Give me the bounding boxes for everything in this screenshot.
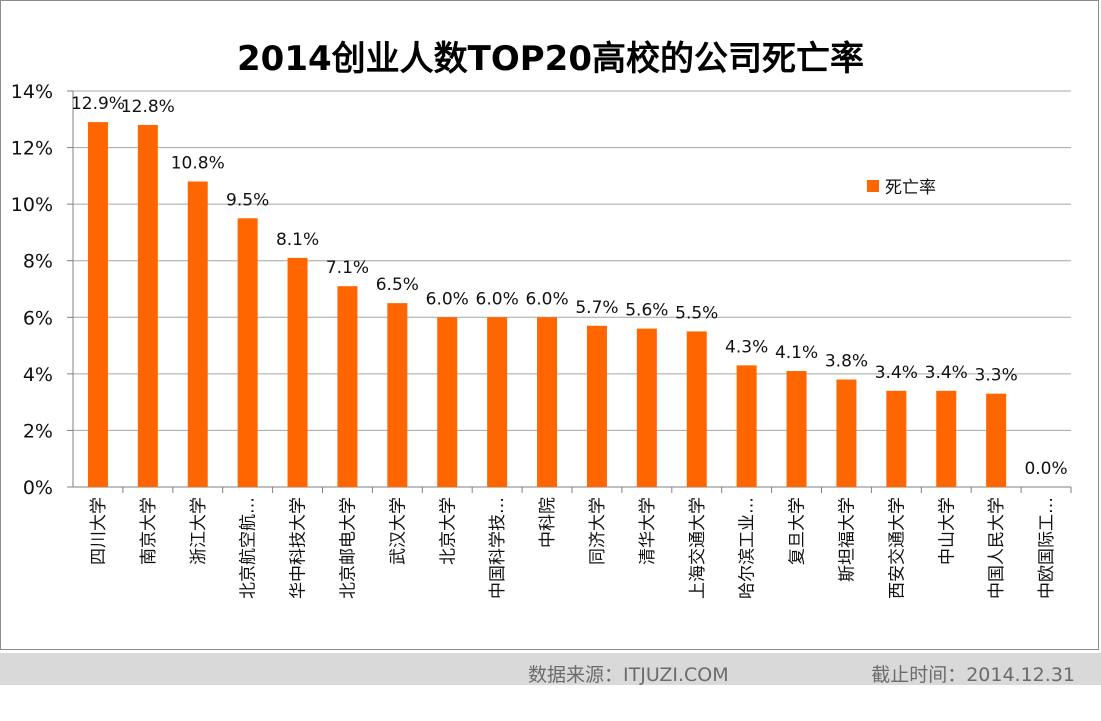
data-label: 3.4% [875, 363, 918, 383]
y-tick-label: 12% [11, 138, 53, 160]
category-label: 北京航空航… [239, 497, 259, 599]
data-label: 5.5% [675, 303, 718, 323]
y-tick-label: 10% [11, 194, 53, 216]
footer-bar: 数据来源：ITJUZI.COM 截止时间：2014.12.31 [0, 653, 1101, 686]
category-label: 四川大学 [89, 497, 109, 565]
data-label: 6.5% [376, 275, 419, 295]
legend-swatch [867, 179, 879, 192]
data-label: 12.9% [71, 94, 125, 114]
legend-label: 死亡率 [885, 178, 936, 198]
data-label: 9.5% [226, 190, 269, 210]
chart-title: 2014创业人数TOP20高校的公司死亡率 [237, 39, 864, 79]
data-label: 10.8% [171, 154, 225, 174]
category-label: 哈尔滨工业… [738, 497, 758, 599]
y-tick-label: 14% [11, 81, 53, 103]
bar [387, 303, 408, 487]
category-label: 北京邮电大学 [338, 497, 358, 599]
bar [187, 181, 208, 487]
bar [87, 122, 108, 487]
bar [786, 371, 807, 487]
category-label: 同济大学 [588, 497, 608, 565]
bar [636, 328, 657, 487]
bar [836, 379, 857, 487]
footer-date: 截止时间：2014.12.31 [871, 664, 1075, 686]
footer-source: 数据来源：ITJUZI.COM [528, 664, 729, 686]
footer: 数据来源：ITJUZI.COM 截止时间：2014.12.31 [0, 650, 1101, 721]
bar [337, 286, 358, 487]
bar [137, 124, 158, 487]
data-label: 8.1% [276, 230, 319, 250]
data-label: 5.7% [575, 298, 618, 318]
data-label: 3.3% [975, 366, 1018, 386]
category-label: 华中科技大学 [289, 497, 309, 599]
data-label: 6.0% [525, 289, 568, 309]
legend: 死亡率 [867, 173, 936, 198]
category-label: 复旦大学 [788, 497, 808, 565]
data-label: 6.0% [476, 289, 519, 309]
category-label: 西安交通大学 [887, 497, 907, 599]
bar [586, 325, 607, 487]
category-label: 中国人民大学 [987, 497, 1007, 599]
category-label: 中国科学技… [488, 497, 508, 599]
bar [437, 317, 458, 487]
y-tick-label: 8% [23, 251, 53, 273]
y-tick-label: 2% [23, 420, 53, 442]
data-label: 4.3% [725, 337, 768, 357]
y-tick-label: 0% [23, 477, 53, 499]
data-label: 4.1% [775, 343, 818, 363]
data-label: 6.0% [426, 289, 469, 309]
bar-chart: 0% 2% 4% 6% 8% 10% 12% 14% 12.9% 四川大学 12.8% 南京大学 10.… [11, 81, 1072, 599]
y-tick-label: 6% [23, 307, 53, 329]
data-label: 5.6% [625, 301, 668, 321]
category-label: 上海交通大学 [688, 497, 708, 599]
bar [287, 257, 308, 487]
bar [237, 218, 258, 488]
category-label: 北京大学 [438, 497, 458, 565]
bar [736, 365, 757, 487]
data-label: 0.0% [1024, 459, 1067, 479]
bar [986, 393, 1007, 487]
y-tick-label: 4% [23, 364, 53, 386]
category-label: 武汉大学 [388, 497, 408, 565]
bar [537, 317, 558, 487]
category-label: 浙江大学 [189, 497, 209, 565]
chart-frame: 2014创业人数TOP20高校的公司死亡率 0% 2% 4% 6% 8% 10% 12% 14… [0, 0, 1099, 650]
bar [886, 390, 907, 487]
category-label: 斯坦福大学 [837, 497, 857, 582]
data-label: 3.8% [825, 352, 868, 372]
category-label: 南京大学 [139, 497, 159, 565]
data-label: 3.4% [925, 363, 968, 383]
category-label: 中山大学 [937, 497, 957, 565]
category-label: 清华大学 [638, 497, 658, 565]
category-label: 中科院 [538, 497, 558, 548]
category-label: 中欧国际工… [1037, 497, 1057, 599]
data-label: 12.8% [121, 97, 175, 117]
data-label: 7.1% [326, 258, 369, 278]
bar [487, 317, 508, 487]
bar [686, 331, 707, 487]
bar [936, 390, 957, 487]
